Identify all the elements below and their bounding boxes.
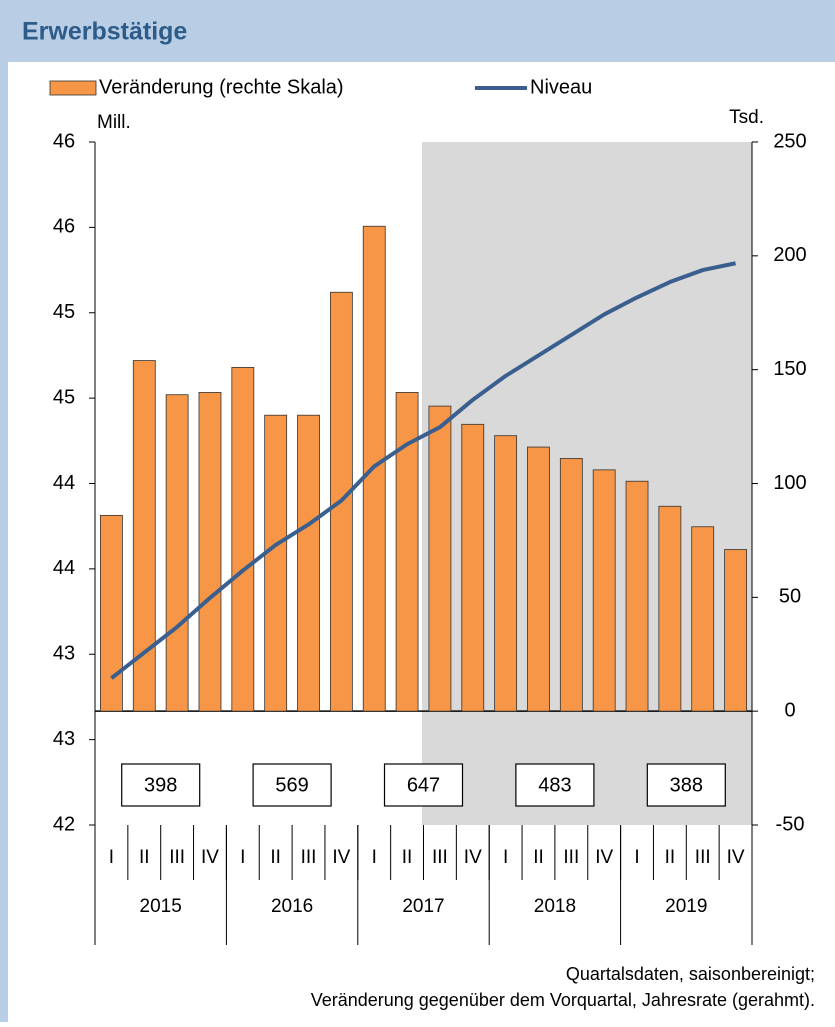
- annual-box: [383, 763, 464, 807]
- annual-box: [515, 763, 595, 807]
- bar: [592, 469, 616, 712]
- year-label: 2019: [665, 896, 707, 917]
- footnote: Veränderung gegenüber dem Vorquartal, Ja…: [311, 990, 815, 1010]
- legend-label: Veränderung (rechte Skala): [99, 76, 344, 98]
- bar: [724, 549, 747, 712]
- year-label: 2016: [271, 896, 313, 917]
- bar: [658, 505, 682, 712]
- y-tick-label: 44: [53, 472, 75, 494]
- x-tick-label: I: [503, 847, 508, 868]
- legend-label: Niveau: [530, 76, 592, 98]
- bar: [297, 414, 320, 712]
- x-tick-label: III: [563, 847, 579, 868]
- bar: [231, 366, 255, 712]
- y2-tick-label: 0: [784, 699, 795, 721]
- bar: [691, 526, 715, 712]
- bar: [100, 514, 123, 712]
- y-tick-label: 45: [53, 301, 75, 323]
- title: Erwerbstätige: [22, 18, 187, 46]
- year-label: 2018: [534, 896, 576, 917]
- bar: [494, 435, 518, 712]
- y-tick-label: 45: [53, 386, 75, 408]
- y2-tick-label: 150: [773, 358, 806, 380]
- y2-tick-label: 250: [773, 130, 806, 152]
- bar: [165, 394, 189, 712]
- x-tick-label: IV: [464, 847, 482, 868]
- footnote: Quartalsdaten, saisonbereinigt;: [566, 964, 815, 984]
- bar: [527, 446, 550, 712]
- x-tick-label: I: [240, 847, 245, 868]
- annual-label: 398: [144, 774, 177, 796]
- bar: [132, 360, 156, 712]
- y2-axis-label: Tsd.: [729, 107, 764, 128]
- bar: [461, 423, 485, 712]
- x-tick-label: III: [169, 847, 185, 868]
- x-tick-label: III: [695, 847, 711, 868]
- y2-tick-label: 50: [779, 586, 801, 608]
- year-label: 2015: [140, 896, 182, 917]
- line: [110, 261, 736, 680]
- annual-label: 569: [275, 774, 308, 796]
- y-tick-label: 46: [53, 130, 75, 152]
- bar: [625, 480, 649, 712]
- x-tick-label: IV: [332, 847, 350, 868]
- y-tick-label: 46: [53, 216, 75, 238]
- annual-label: 483: [538, 774, 571, 796]
- bar: [395, 392, 419, 712]
- x-tick-label: II: [270, 847, 281, 868]
- x-tick-label: II: [402, 847, 413, 868]
- x-tick-label: IV: [727, 847, 745, 868]
- x-tick-label: I: [372, 847, 377, 868]
- x-tick-label: IV: [595, 847, 613, 868]
- bar: [198, 392, 222, 712]
- y-axis-label: Mill.: [97, 112, 131, 133]
- x-tick-label: II: [665, 847, 676, 868]
- x-tick-label: III: [432, 847, 448, 868]
- y2-tick-label: -50: [776, 813, 805, 835]
- y-tick-label: 44: [53, 557, 75, 579]
- x-tick-label: I: [634, 847, 639, 868]
- annual-box: [646, 763, 726, 807]
- annual-box: [252, 763, 332, 807]
- x-tick-label: I: [109, 847, 114, 868]
- y2-tick-label: 200: [773, 244, 806, 266]
- x-tick-label: II: [533, 847, 544, 868]
- bar: [264, 414, 288, 712]
- annual-label: 647: [407, 774, 440, 796]
- year-label: 2017: [402, 896, 444, 917]
- legend-swatch: [49, 80, 97, 96]
- y2-tick-label: 100: [773, 472, 806, 494]
- x-tick-label: II: [139, 847, 150, 868]
- annual-label: 388: [670, 774, 703, 796]
- bar: [428, 405, 452, 712]
- x-tick-label: IV: [201, 847, 219, 868]
- x-tick-label: III: [301, 847, 317, 868]
- y-tick-label: 42: [53, 813, 75, 835]
- annual-box: [121, 763, 201, 807]
- y-tick-label: 43: [53, 643, 75, 665]
- y-tick-label: 43: [53, 728, 75, 750]
- bar: [559, 458, 583, 712]
